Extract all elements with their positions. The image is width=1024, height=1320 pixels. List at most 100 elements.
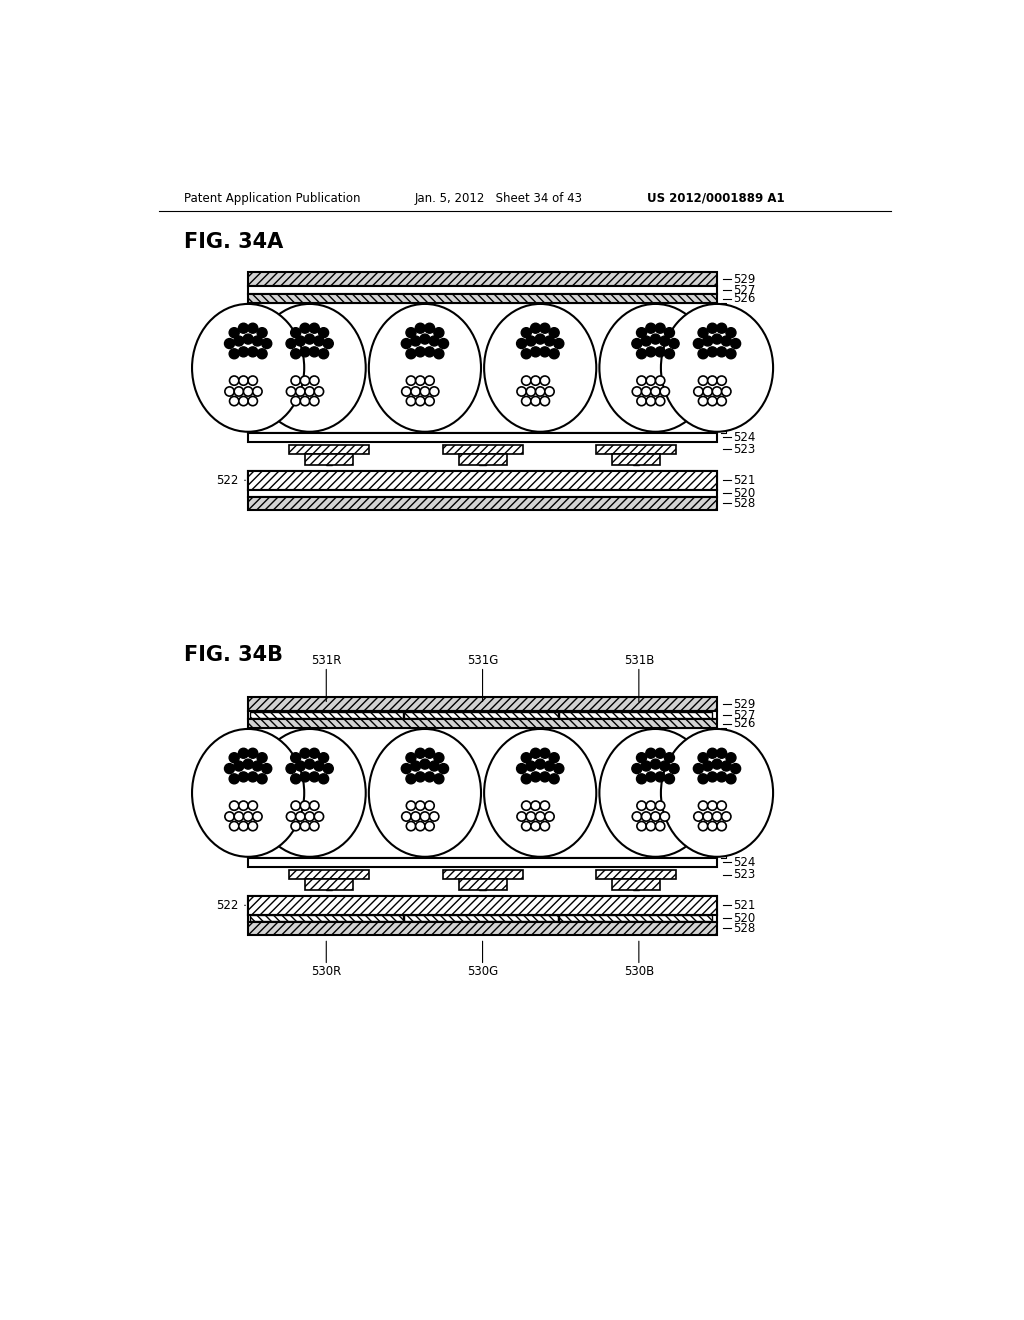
Text: 521: 521 xyxy=(733,474,756,487)
Text: FIG. 34A: FIG. 34A xyxy=(183,231,283,252)
Bar xyxy=(248,471,717,490)
Circle shape xyxy=(291,376,300,385)
Circle shape xyxy=(521,752,531,763)
Circle shape xyxy=(641,387,651,396)
Bar xyxy=(248,490,717,498)
Circle shape xyxy=(717,748,727,758)
Circle shape xyxy=(530,801,541,810)
Text: 523: 523 xyxy=(733,869,756,880)
Circle shape xyxy=(406,752,416,763)
Ellipse shape xyxy=(599,304,712,432)
Circle shape xyxy=(526,762,536,771)
Circle shape xyxy=(521,396,530,405)
Circle shape xyxy=(300,323,310,333)
Circle shape xyxy=(650,334,660,345)
Circle shape xyxy=(646,323,655,333)
Circle shape xyxy=(309,396,318,405)
Circle shape xyxy=(554,763,564,774)
Bar xyxy=(442,870,522,879)
Circle shape xyxy=(516,338,526,348)
Text: 531B: 531B xyxy=(624,653,654,667)
Bar xyxy=(404,711,558,718)
Circle shape xyxy=(416,801,425,810)
Circle shape xyxy=(239,396,248,405)
Circle shape xyxy=(646,801,655,810)
Circle shape xyxy=(637,376,646,385)
Text: Jan. 5, 2012   Sheet 34 of 43: Jan. 5, 2012 Sheet 34 of 43 xyxy=(415,191,583,205)
Circle shape xyxy=(655,801,665,810)
Circle shape xyxy=(296,387,305,396)
Circle shape xyxy=(641,762,651,771)
Circle shape xyxy=(530,396,541,405)
Circle shape xyxy=(296,812,305,821)
Circle shape xyxy=(224,763,234,774)
Circle shape xyxy=(411,387,420,396)
Circle shape xyxy=(229,396,239,405)
Ellipse shape xyxy=(254,729,366,857)
Circle shape xyxy=(526,812,536,821)
Circle shape xyxy=(641,337,651,346)
Circle shape xyxy=(530,323,541,333)
Circle shape xyxy=(517,387,526,396)
Circle shape xyxy=(304,759,314,770)
Circle shape xyxy=(420,759,430,770)
Circle shape xyxy=(233,337,244,346)
Circle shape xyxy=(253,812,262,821)
Bar xyxy=(289,445,369,454)
Circle shape xyxy=(655,323,666,333)
Circle shape xyxy=(420,387,430,396)
Bar xyxy=(250,711,402,718)
Circle shape xyxy=(646,347,655,356)
Circle shape xyxy=(406,327,416,338)
Circle shape xyxy=(411,812,420,821)
Circle shape xyxy=(660,812,670,821)
Bar xyxy=(248,719,717,729)
Bar xyxy=(248,915,717,923)
Circle shape xyxy=(703,812,713,821)
Bar xyxy=(559,915,713,921)
Circle shape xyxy=(698,774,708,784)
Circle shape xyxy=(660,387,670,396)
Circle shape xyxy=(225,812,234,821)
Circle shape xyxy=(305,812,314,821)
Circle shape xyxy=(536,812,545,821)
Circle shape xyxy=(430,812,439,821)
Circle shape xyxy=(726,348,736,359)
Text: 531R: 531R xyxy=(311,653,341,667)
Circle shape xyxy=(407,376,416,385)
Circle shape xyxy=(425,376,434,385)
Bar xyxy=(248,471,717,490)
Circle shape xyxy=(416,821,425,830)
Circle shape xyxy=(693,387,703,396)
Circle shape xyxy=(665,348,675,359)
Circle shape xyxy=(229,801,239,810)
Circle shape xyxy=(521,327,531,338)
Circle shape xyxy=(401,387,411,396)
Circle shape xyxy=(300,772,310,781)
Ellipse shape xyxy=(599,729,712,857)
Circle shape xyxy=(665,752,675,763)
Circle shape xyxy=(416,347,425,356)
Circle shape xyxy=(655,376,665,385)
Bar xyxy=(459,454,507,465)
Circle shape xyxy=(693,338,703,348)
Circle shape xyxy=(549,327,559,338)
Circle shape xyxy=(702,337,713,346)
Circle shape xyxy=(717,396,726,405)
Circle shape xyxy=(291,396,300,405)
Circle shape xyxy=(229,774,240,784)
Circle shape xyxy=(717,323,727,333)
Circle shape xyxy=(549,774,559,784)
Circle shape xyxy=(252,337,262,346)
Circle shape xyxy=(248,396,257,405)
Circle shape xyxy=(295,762,305,771)
Circle shape xyxy=(434,327,444,338)
Circle shape xyxy=(632,763,642,774)
Circle shape xyxy=(300,376,309,385)
Bar xyxy=(442,445,522,454)
Circle shape xyxy=(239,376,248,385)
Circle shape xyxy=(703,387,713,396)
Circle shape xyxy=(300,396,309,405)
Circle shape xyxy=(416,396,425,405)
Circle shape xyxy=(541,376,550,385)
